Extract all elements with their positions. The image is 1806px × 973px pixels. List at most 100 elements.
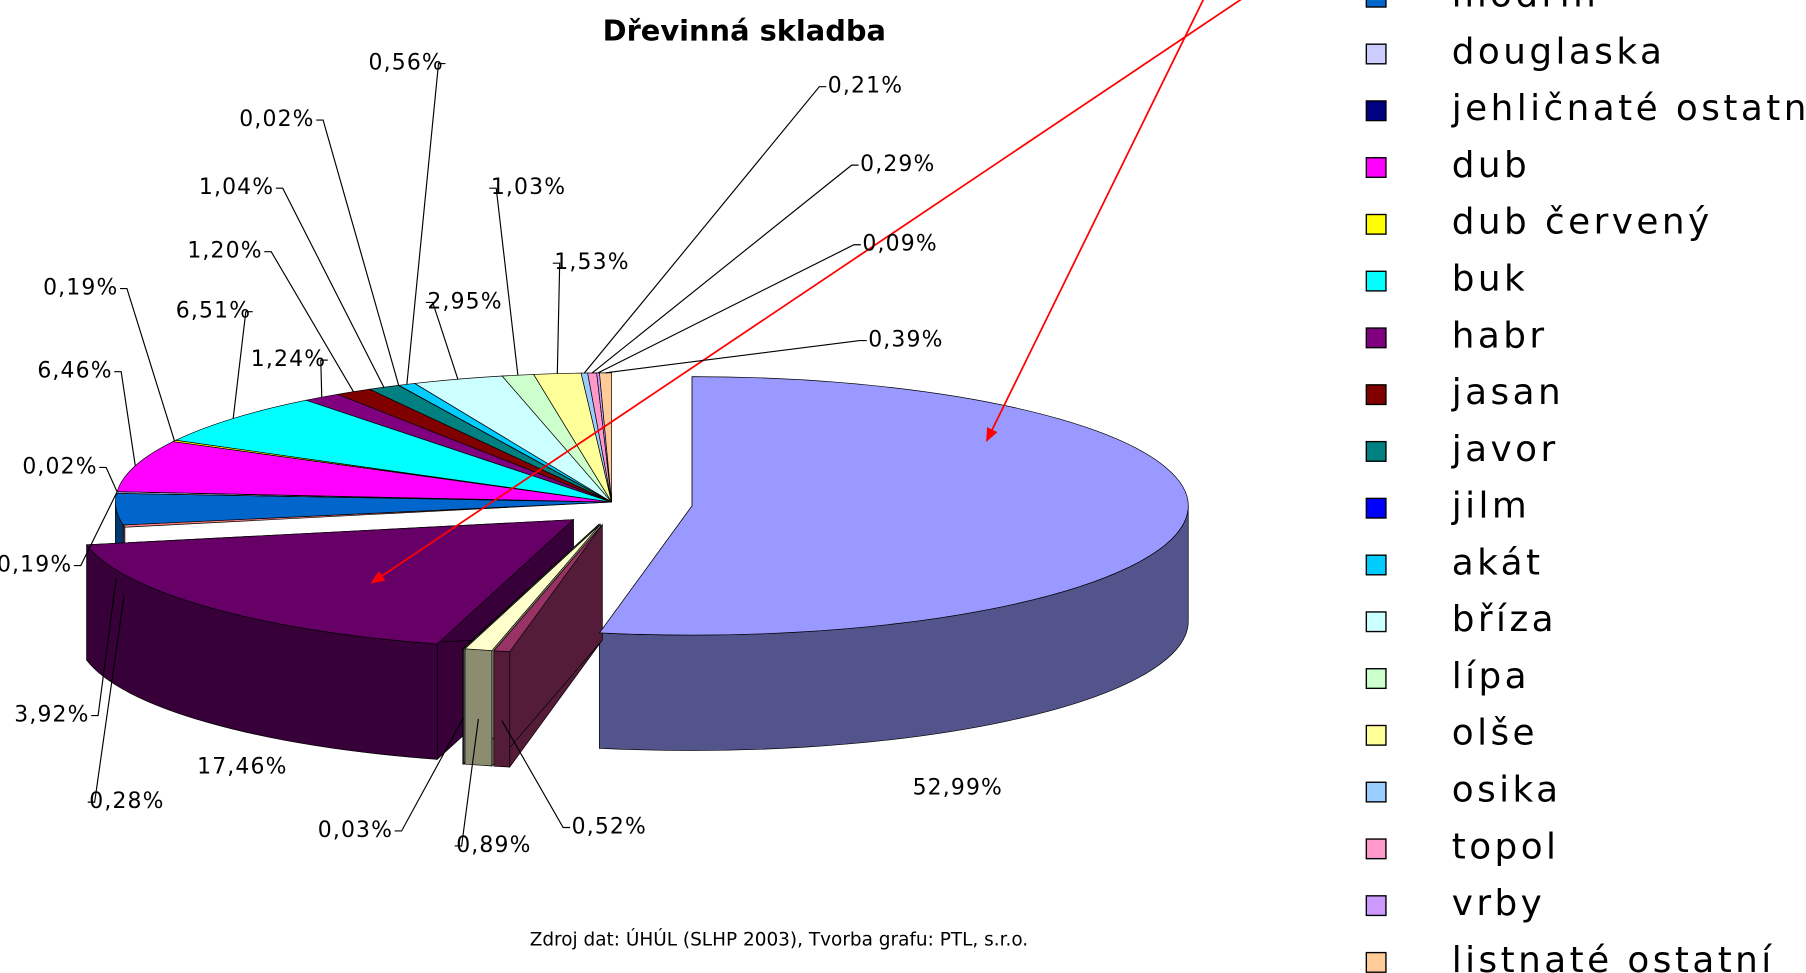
legend-swatch (1365, 270, 1387, 292)
leader-line (73, 492, 118, 567)
legend-label: jilm (1451, 486, 1531, 527)
legend-label: lípa (1452, 656, 1530, 697)
data-label: 52,99% (913, 775, 1003, 800)
legend-swatch (1365, 157, 1387, 179)
leader-line (454, 718, 479, 847)
leader-line (114, 371, 136, 466)
leader-line (406, 62, 446, 385)
leader-line (591, 164, 859, 374)
slice (86, 519, 575, 645)
data-label: 0,52% (572, 815, 647, 840)
legend-label: bříza (1452, 599, 1557, 640)
legend-swatch (1365, 327, 1387, 349)
leader-line (425, 301, 459, 380)
legend-label: listnaté ostatní (1452, 940, 1775, 973)
data-label: 1,20% (187, 239, 262, 264)
slice-side (493, 650, 511, 768)
leader-line (394, 717, 464, 832)
data-label: 0,19% (0, 553, 72, 578)
legend-swatch (1365, 895, 1387, 917)
leader-line (605, 339, 867, 374)
data-label: 1,03% (491, 175, 566, 200)
data-label: 6,46% (37, 359, 112, 384)
legend-label: olše (1452, 713, 1538, 754)
slice (493, 524, 603, 653)
data-label: 2,95% (427, 289, 502, 314)
legend-label: douglaska (1452, 31, 1666, 72)
legend-swatch (1365, 668, 1387, 690)
legend-label: vrby (1452, 883, 1546, 924)
slice (116, 441, 612, 503)
leader-line (597, 244, 861, 374)
data-label: 1,24% (251, 347, 326, 372)
legend-swatch (1365, 0, 1387, 8)
annotation-arrow (370, 0, 1242, 584)
legend-label: akát (1452, 542, 1544, 583)
legend-label: habr (1452, 315, 1548, 356)
leader-line (583, 86, 827, 374)
data-label: 0,19% (43, 276, 118, 301)
legend-label: jasan (1451, 372, 1564, 413)
slice (174, 399, 612, 503)
annotation-arrow (985, 0, 1205, 442)
data-label: 0,39% (868, 328, 943, 353)
legend-swatch (1365, 440, 1387, 462)
leader-line (264, 251, 354, 392)
legend-swatch (1365, 951, 1387, 973)
leader-line (316, 119, 400, 386)
legend-label: osika (1452, 770, 1562, 811)
legend-label: jehličnaté ostatní (1451, 88, 1806, 129)
data-label: 3,92% (14, 703, 89, 728)
leader-line (501, 720, 571, 829)
data-label: 1,04% (199, 175, 274, 200)
slice-side (464, 648, 493, 767)
data-label: 1,53% (554, 250, 629, 275)
data-label: 0,56% (369, 51, 444, 76)
legend-label: buk (1452, 259, 1528, 300)
legend-swatch (1365, 213, 1387, 235)
legend-label: javor (1451, 429, 1559, 470)
legend-swatch (1365, 384, 1387, 406)
leader-line (552, 262, 561, 374)
leader-line (232, 311, 253, 419)
chart-title: Dřevinná skladba (603, 13, 886, 47)
legend-swatch (1365, 497, 1387, 519)
data-label: 0,89% (456, 833, 531, 858)
slice (599, 372, 612, 503)
leader-line (99, 466, 118, 492)
slice-side (462, 648, 465, 765)
legend-swatch (1365, 554, 1387, 576)
legend-label: topol (1452, 826, 1560, 867)
legend-swatch (1365, 43, 1387, 65)
slice (598, 376, 1189, 636)
data-label: 0,02% (22, 454, 97, 479)
leader-line (120, 288, 176, 442)
legend-label: dub (1452, 145, 1530, 186)
data-label: 0,29% (860, 152, 935, 177)
leader-line (489, 187, 519, 376)
legend-swatch (1365, 611, 1387, 633)
data-label: 0,28% (89, 789, 164, 814)
legend-swatch (1365, 838, 1387, 860)
leader-line (320, 359, 328, 398)
data-label: 0,02% (239, 107, 314, 132)
data-label: 0,03% (318, 818, 393, 843)
leader-line (275, 187, 385, 388)
data-label: 17,46% (197, 754, 287, 779)
legend-swatch (1365, 100, 1387, 122)
legend-swatch (1365, 724, 1387, 746)
pie-tops (86, 372, 1189, 653)
source-note: Zdroj dat: ÚHÚL (SLHP 2003), Tvorba graf… (530, 929, 1028, 951)
pie (86, 372, 1189, 769)
leader-line (87, 595, 125, 803)
legend-label: modřín (1452, 0, 1600, 16)
legend-label: dub červený (1452, 202, 1713, 243)
slice (464, 524, 601, 651)
slice (461, 524, 600, 649)
data-label: 0,09% (862, 232, 937, 257)
leader-line (91, 578, 117, 717)
data-label: 6,51% (176, 299, 251, 324)
legend-swatch (1365, 781, 1387, 803)
